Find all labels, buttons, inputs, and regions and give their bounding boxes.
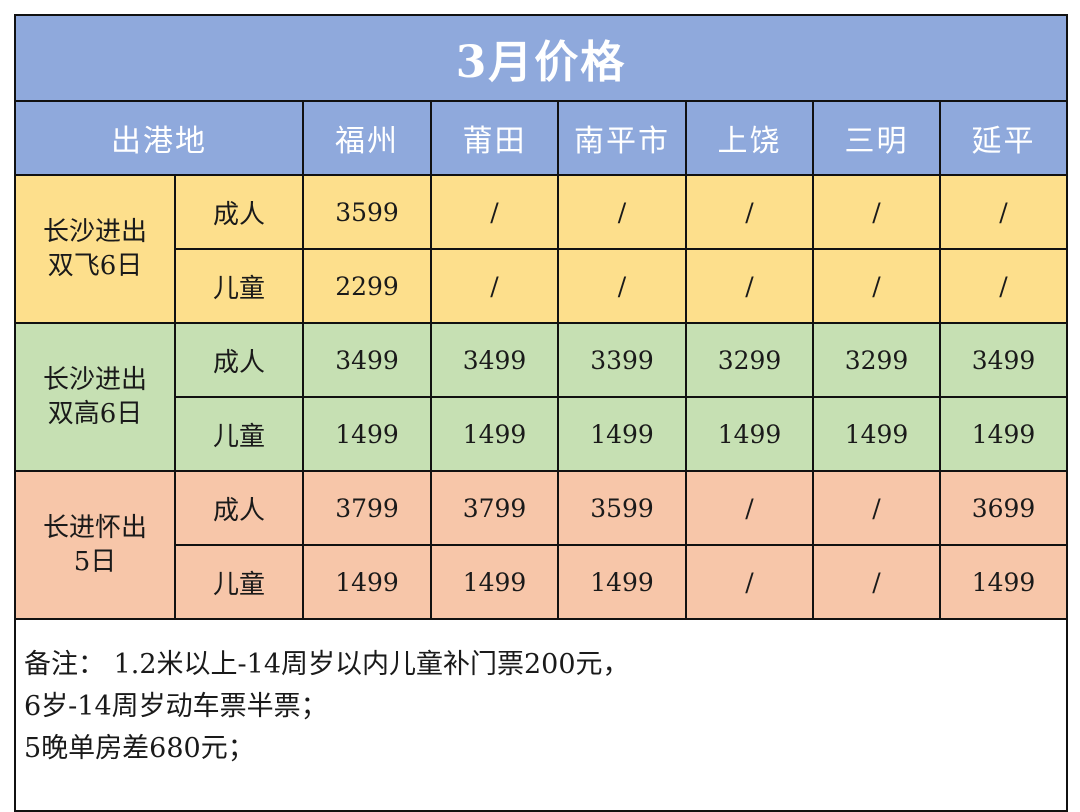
city-header-yanping: 延平 <box>939 100 1068 176</box>
price-cell: / <box>685 470 814 546</box>
note-line: 6岁-14周岁动车票半票； <box>24 691 328 722</box>
table-row: 儿童 1499 1499 1499 1499 1499 1499 <box>15 396 1068 472</box>
price-cell: / <box>939 174 1068 250</box>
price-cell: 3599 <box>557 470 687 546</box>
price-cell: / <box>812 174 941 250</box>
city-header-shangrao: 上饶 <box>685 100 814 176</box>
price-cell: 1499 <box>302 544 432 620</box>
price-cell: 1499 <box>430 396 559 472</box>
passenger-type-cell: 成人 <box>174 174 304 250</box>
price-cell: / <box>685 544 814 620</box>
route-line: 长沙进出 <box>42 365 147 395</box>
price-cell: / <box>812 248 941 324</box>
price-cell: / <box>557 174 687 250</box>
price-cell: 3799 <box>302 470 432 546</box>
price-cell: 1499 <box>430 544 559 620</box>
city-header-fuzhou: 福州 <box>302 100 432 176</box>
city-header-nanping: 南平市 <box>557 100 687 176</box>
price-cell: / <box>812 544 941 620</box>
price-cell: 1499 <box>557 544 687 620</box>
price-cell: 1499 <box>302 396 432 472</box>
price-cell: / <box>812 470 941 546</box>
table-row: 长进怀出 5日 成人 3799 3799 3599 / / 3699 <box>14 470 1068 620</box>
price-cell: / <box>685 174 814 250</box>
route-line: 双飞6日 <box>47 251 143 281</box>
price-cell: 3599 <box>302 174 432 250</box>
price-cell: 1499 <box>939 544 1068 620</box>
table-row: 长沙进出 双高6日 成人 3499 3499 3399 3299 3299 34… <box>14 322 1068 472</box>
city-header-putian: 莆田 <box>430 100 559 176</box>
notes-cell: 备注： 1.2米以上-14周岁以内儿童补门票200元， 6岁-14周岁动车票半票… <box>14 618 1068 812</box>
price-cell: / <box>430 174 559 250</box>
city-header-sanming: 三明 <box>812 100 941 176</box>
passenger-type-cell: 成人 <box>174 322 304 398</box>
price-cell: 2299 <box>302 248 432 324</box>
price-cell: 3699 <box>939 470 1068 546</box>
price-cell: / <box>685 248 814 324</box>
route-line: 长进怀出 <box>42 513 147 543</box>
price-cell: / <box>557 248 687 324</box>
route-cell: 长沙进出 双高6日 <box>14 322 176 472</box>
price-cell: 3499 <box>939 322 1068 398</box>
price-cell: 3399 <box>557 322 687 398</box>
price-cell: 3799 <box>430 470 559 546</box>
passenger-type-cell: 儿童 <box>174 544 304 620</box>
price-cell: 1499 <box>685 396 814 472</box>
price-cell: 3499 <box>302 322 432 398</box>
table-row: 长沙进出 双飞6日 成人 3599 / / / / / <box>14 174 1068 324</box>
route-line: 双高6日 <box>47 399 143 429</box>
origin-header: 出港地 <box>14 100 304 176</box>
table-row: 儿童 2299 / / / / / <box>15 248 1068 324</box>
note-line: 备注： 1.2米以上-14周岁以内儿童补门票200元， <box>24 649 630 680</box>
route-cell: 长进怀出 5日 <box>14 470 176 620</box>
route-cell: 长沙进出 双飞6日 <box>14 174 176 324</box>
table-row: 儿童 1499 1499 1499 / / 1499 <box>15 544 1068 620</box>
route-line: 5日 <box>73 547 117 577</box>
price-table: 3月价格 出港地 福州 莆田 南平市 上饶 三明 延平 长沙进出 双飞6日 成人… <box>14 14 1068 812</box>
note-line: 5晚单房差680元； <box>24 733 255 764</box>
passenger-type-cell: 儿童 <box>174 396 304 472</box>
price-cell: 1499 <box>812 396 941 472</box>
price-cell: 1499 <box>939 396 1068 472</box>
passenger-type-cell: 儿童 <box>174 248 304 324</box>
price-cell: 1499 <box>557 396 687 472</box>
route-line: 长沙进出 <box>42 217 147 247</box>
table-title: 3月价格 <box>14 14 1068 102</box>
price-cell: 3299 <box>685 322 814 398</box>
price-cell: 3499 <box>430 322 559 398</box>
passenger-type-cell: 成人 <box>174 470 304 546</box>
price-cell: 3299 <box>812 322 941 398</box>
price-cell: / <box>939 248 1068 324</box>
price-cell: / <box>430 248 559 324</box>
